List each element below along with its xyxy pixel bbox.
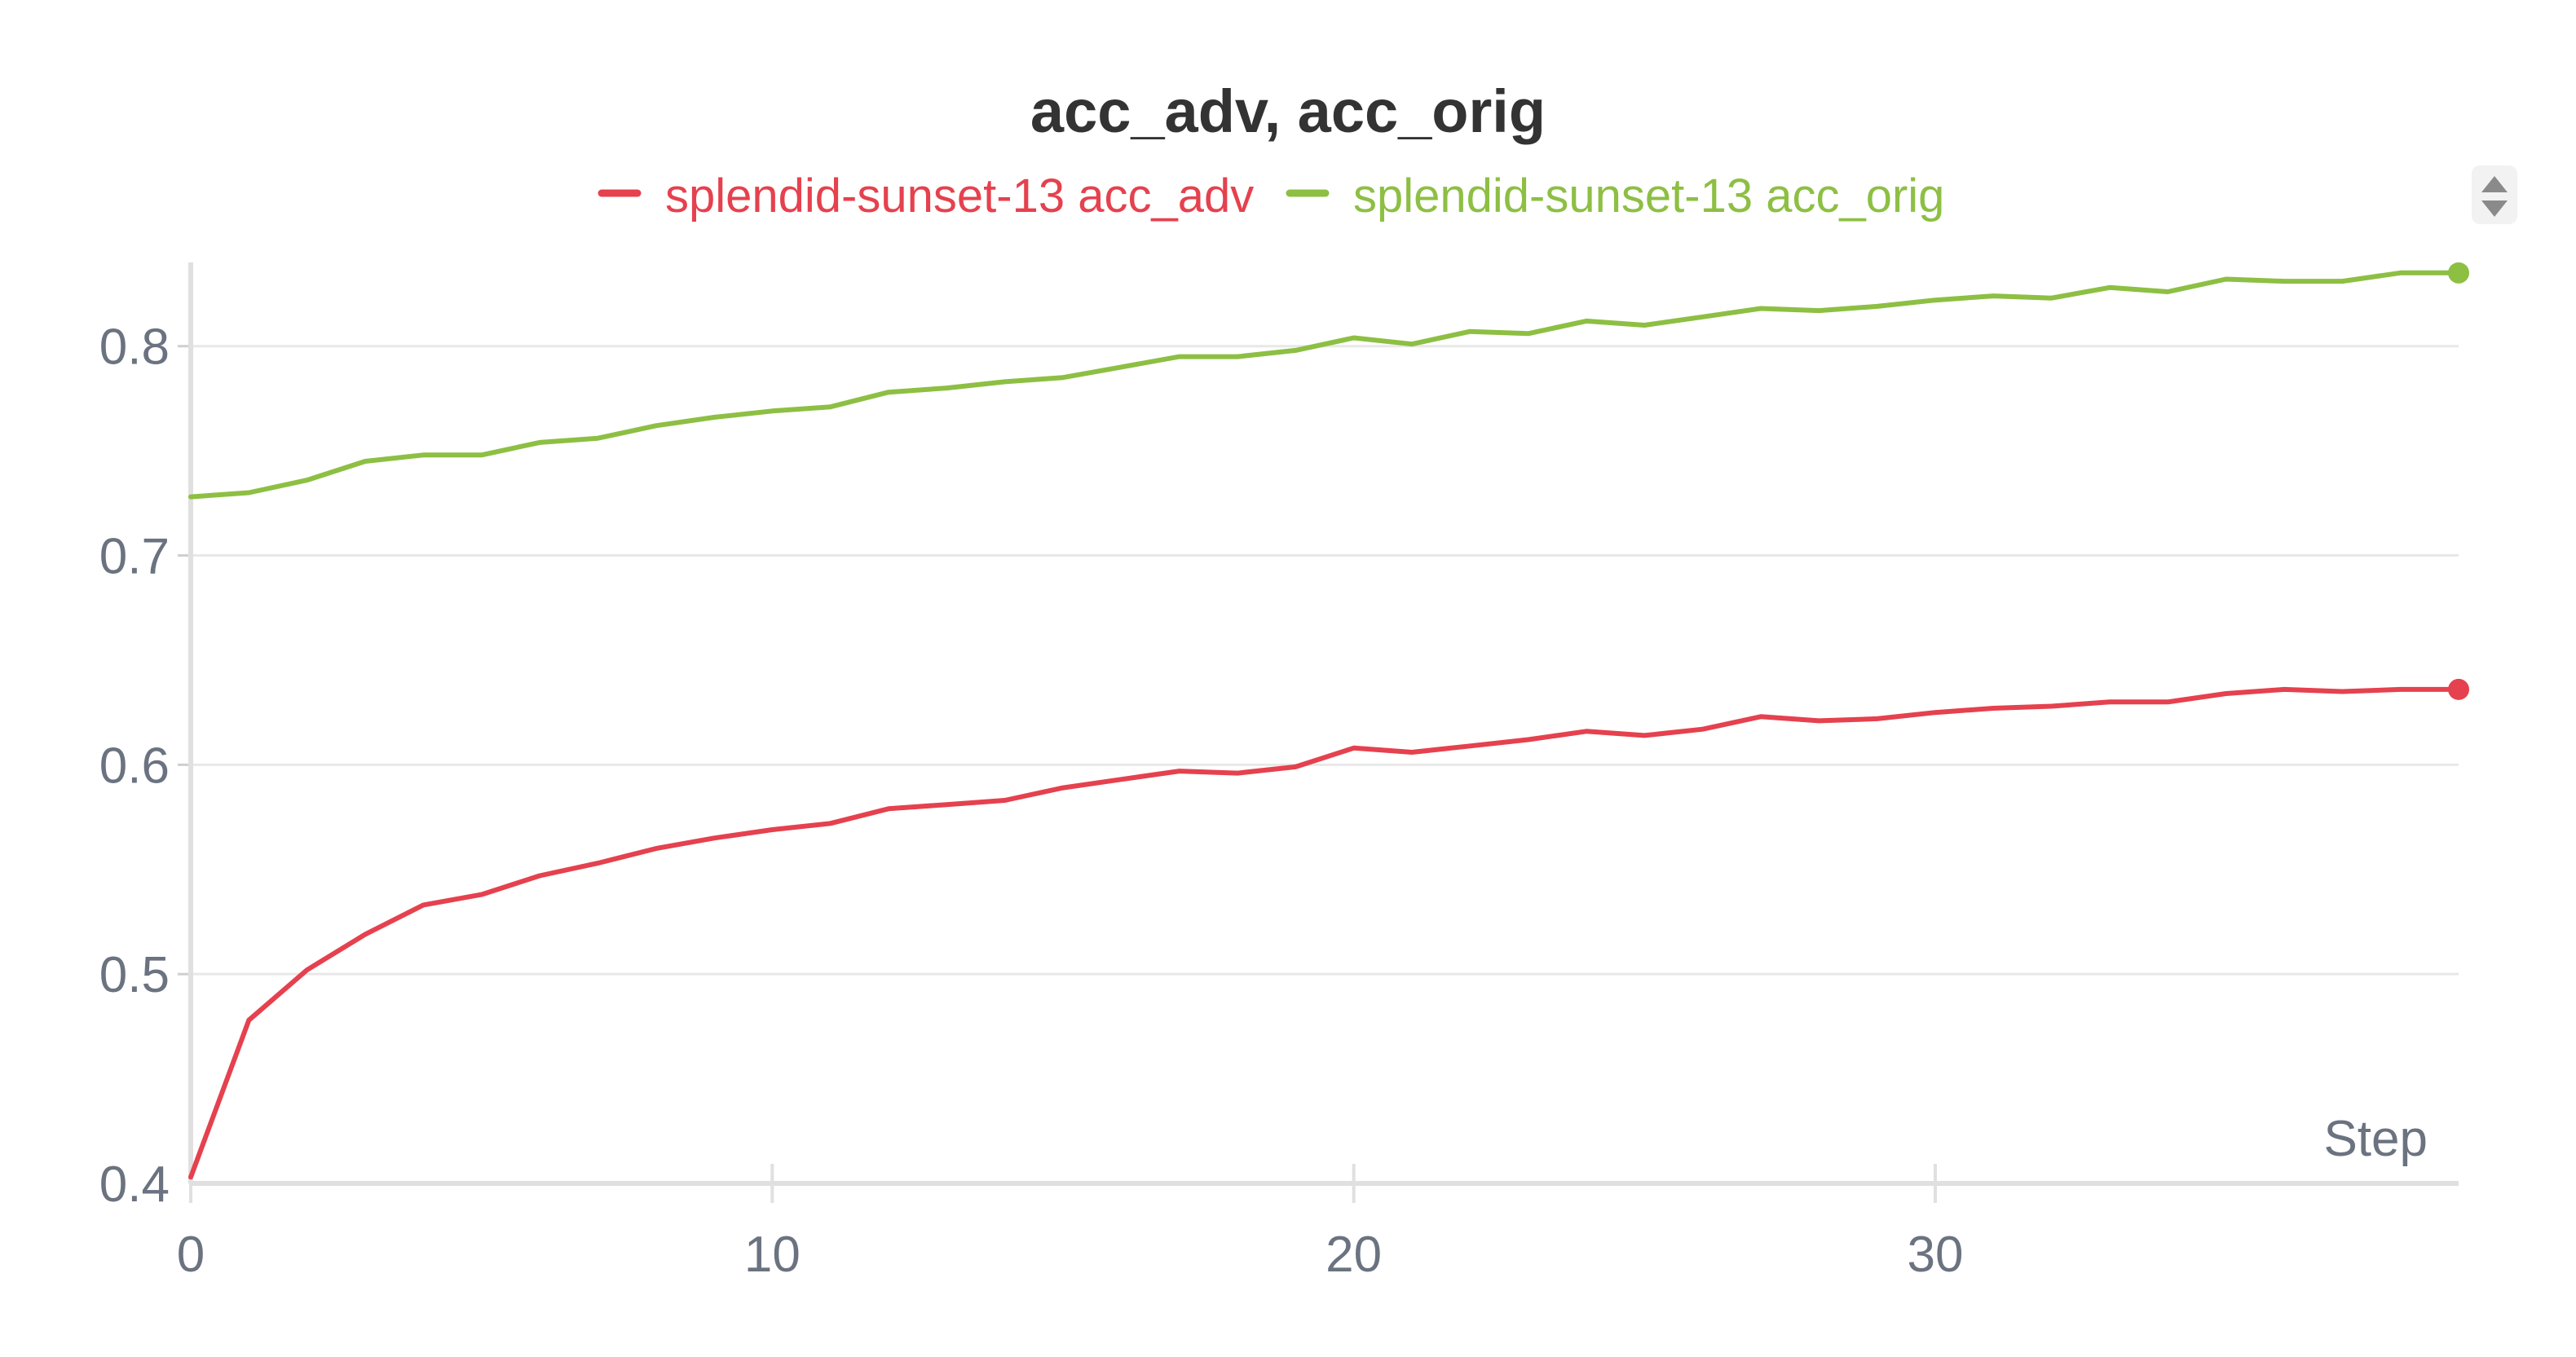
x-tick-label: 0 — [177, 1227, 205, 1283]
x-axis-label: Step — [2323, 1111, 2428, 1167]
axis-layer: 0.4 0.5 0.6 0.7 0.8 0 10 20 30 — [99, 262, 2459, 1283]
y-tick-label: 0.7 — [99, 529, 170, 585]
y-tick-label: 0.4 — [99, 1157, 170, 1213]
series-line-acc-adv — [188, 686, 2461, 1180]
y-tick-label: 0.5 — [99, 947, 170, 1003]
series-end-marker-acc-adv — [2448, 678, 2469, 700]
y-tick-label: 0.8 — [99, 319, 170, 376]
x-tick-label: 20 — [1325, 1227, 1382, 1283]
x-tick-label: 30 — [1908, 1227, 1964, 1283]
sort-control[interactable] — [2472, 165, 2517, 224]
series-line-acc-orig — [188, 270, 2461, 500]
series-end-marker-acc-orig — [2448, 262, 2469, 284]
up-down-arrows-icon[interactable] — [2481, 176, 2508, 217]
series-layer — [188, 262, 2469, 1180]
legend-label: splendid-sunset-13 acc_orig — [1353, 170, 1944, 222]
legend-item-acc-orig: splendid-sunset-13 acc_orig — [1286, 170, 1944, 222]
chart-title: acc_adv, acc_orig — [1030, 77, 1546, 145]
legend-item-acc-adv: splendid-sunset-13 acc_adv — [598, 170, 1254, 222]
legend: splendid-sunset-13 acc_adv splendid-sunse… — [598, 170, 1944, 222]
y-tick-label: 0.6 — [99, 738, 170, 794]
sort-control-background[interactable] — [2472, 165, 2517, 224]
x-tick-label: 10 — [744, 1227, 801, 1283]
legend-label: splendid-sunset-13 acc_adv — [665, 170, 1254, 222]
